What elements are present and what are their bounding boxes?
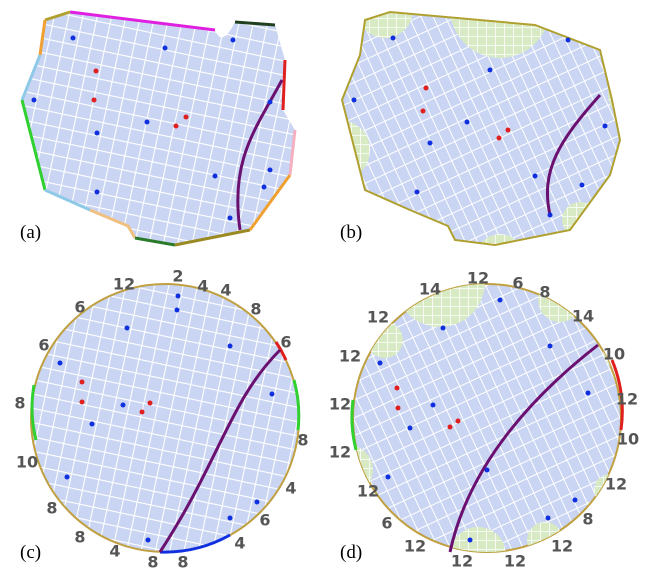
edge-label: 12 — [357, 482, 379, 501]
edge-label: 6 — [512, 274, 523, 293]
edge-label: 12 — [404, 537, 426, 556]
edge-label: 4 — [220, 281, 231, 300]
edge-label: 12 — [467, 269, 489, 288]
edge-label: 6 — [381, 514, 392, 533]
panel-c: (c) — [20, 284, 299, 563]
edge-label: 12 — [616, 390, 638, 409]
edge-label: 6 — [38, 336, 49, 355]
edge-label: 12 — [367, 308, 389, 327]
edge-label: 8 — [74, 528, 85, 547]
edge-label: 4 — [109, 542, 120, 561]
edge-label: 8 — [582, 510, 593, 529]
edge-label: 12 — [504, 552, 526, 571]
edge-label: 12 — [329, 443, 351, 462]
figure: (a) (b) (c) (d) 1 — [0, 0, 650, 572]
edge-label: 8 — [250, 300, 261, 319]
panel-a: (a) — [20, 12, 295, 245]
edge-label: 8 — [539, 283, 550, 302]
edge-label: 8 — [177, 553, 188, 572]
edge-label: 4 — [197, 277, 208, 296]
edge-label: 12 — [605, 475, 627, 494]
edge-label: 12 — [551, 537, 573, 556]
panel-label: (c) — [20, 542, 41, 563]
edge-label: 12 — [329, 395, 351, 414]
edge-label: 8 — [14, 394, 25, 413]
edge-label: 10 — [617, 430, 639, 449]
edge-label: 8 — [147, 553, 158, 572]
edge-label: 10 — [16, 453, 38, 472]
edge-label: 4 — [234, 534, 245, 553]
edge-label: 8 — [46, 499, 57, 518]
edge-label: 8 — [297, 431, 308, 450]
edge-label: 14 — [419, 280, 441, 299]
panel-b: (b) — [310, 0, 650, 282]
edge-label: 12 — [113, 275, 135, 294]
edge-label: 2 — [172, 267, 183, 286]
edge-label: 14 — [572, 307, 594, 326]
panel-label: (b) — [340, 222, 362, 243]
panel-label: (d) — [340, 542, 362, 563]
edge-label: 6 — [74, 298, 85, 317]
edge-label: 12 — [339, 347, 361, 366]
edge-label: 12 — [451, 552, 473, 571]
edge-label: 6 — [259, 511, 270, 530]
panel-label: (a) — [20, 222, 41, 243]
edge-label: 4 — [285, 479, 296, 498]
edge-label: 10 — [603, 345, 625, 364]
edge-label: 6 — [280, 333, 291, 352]
